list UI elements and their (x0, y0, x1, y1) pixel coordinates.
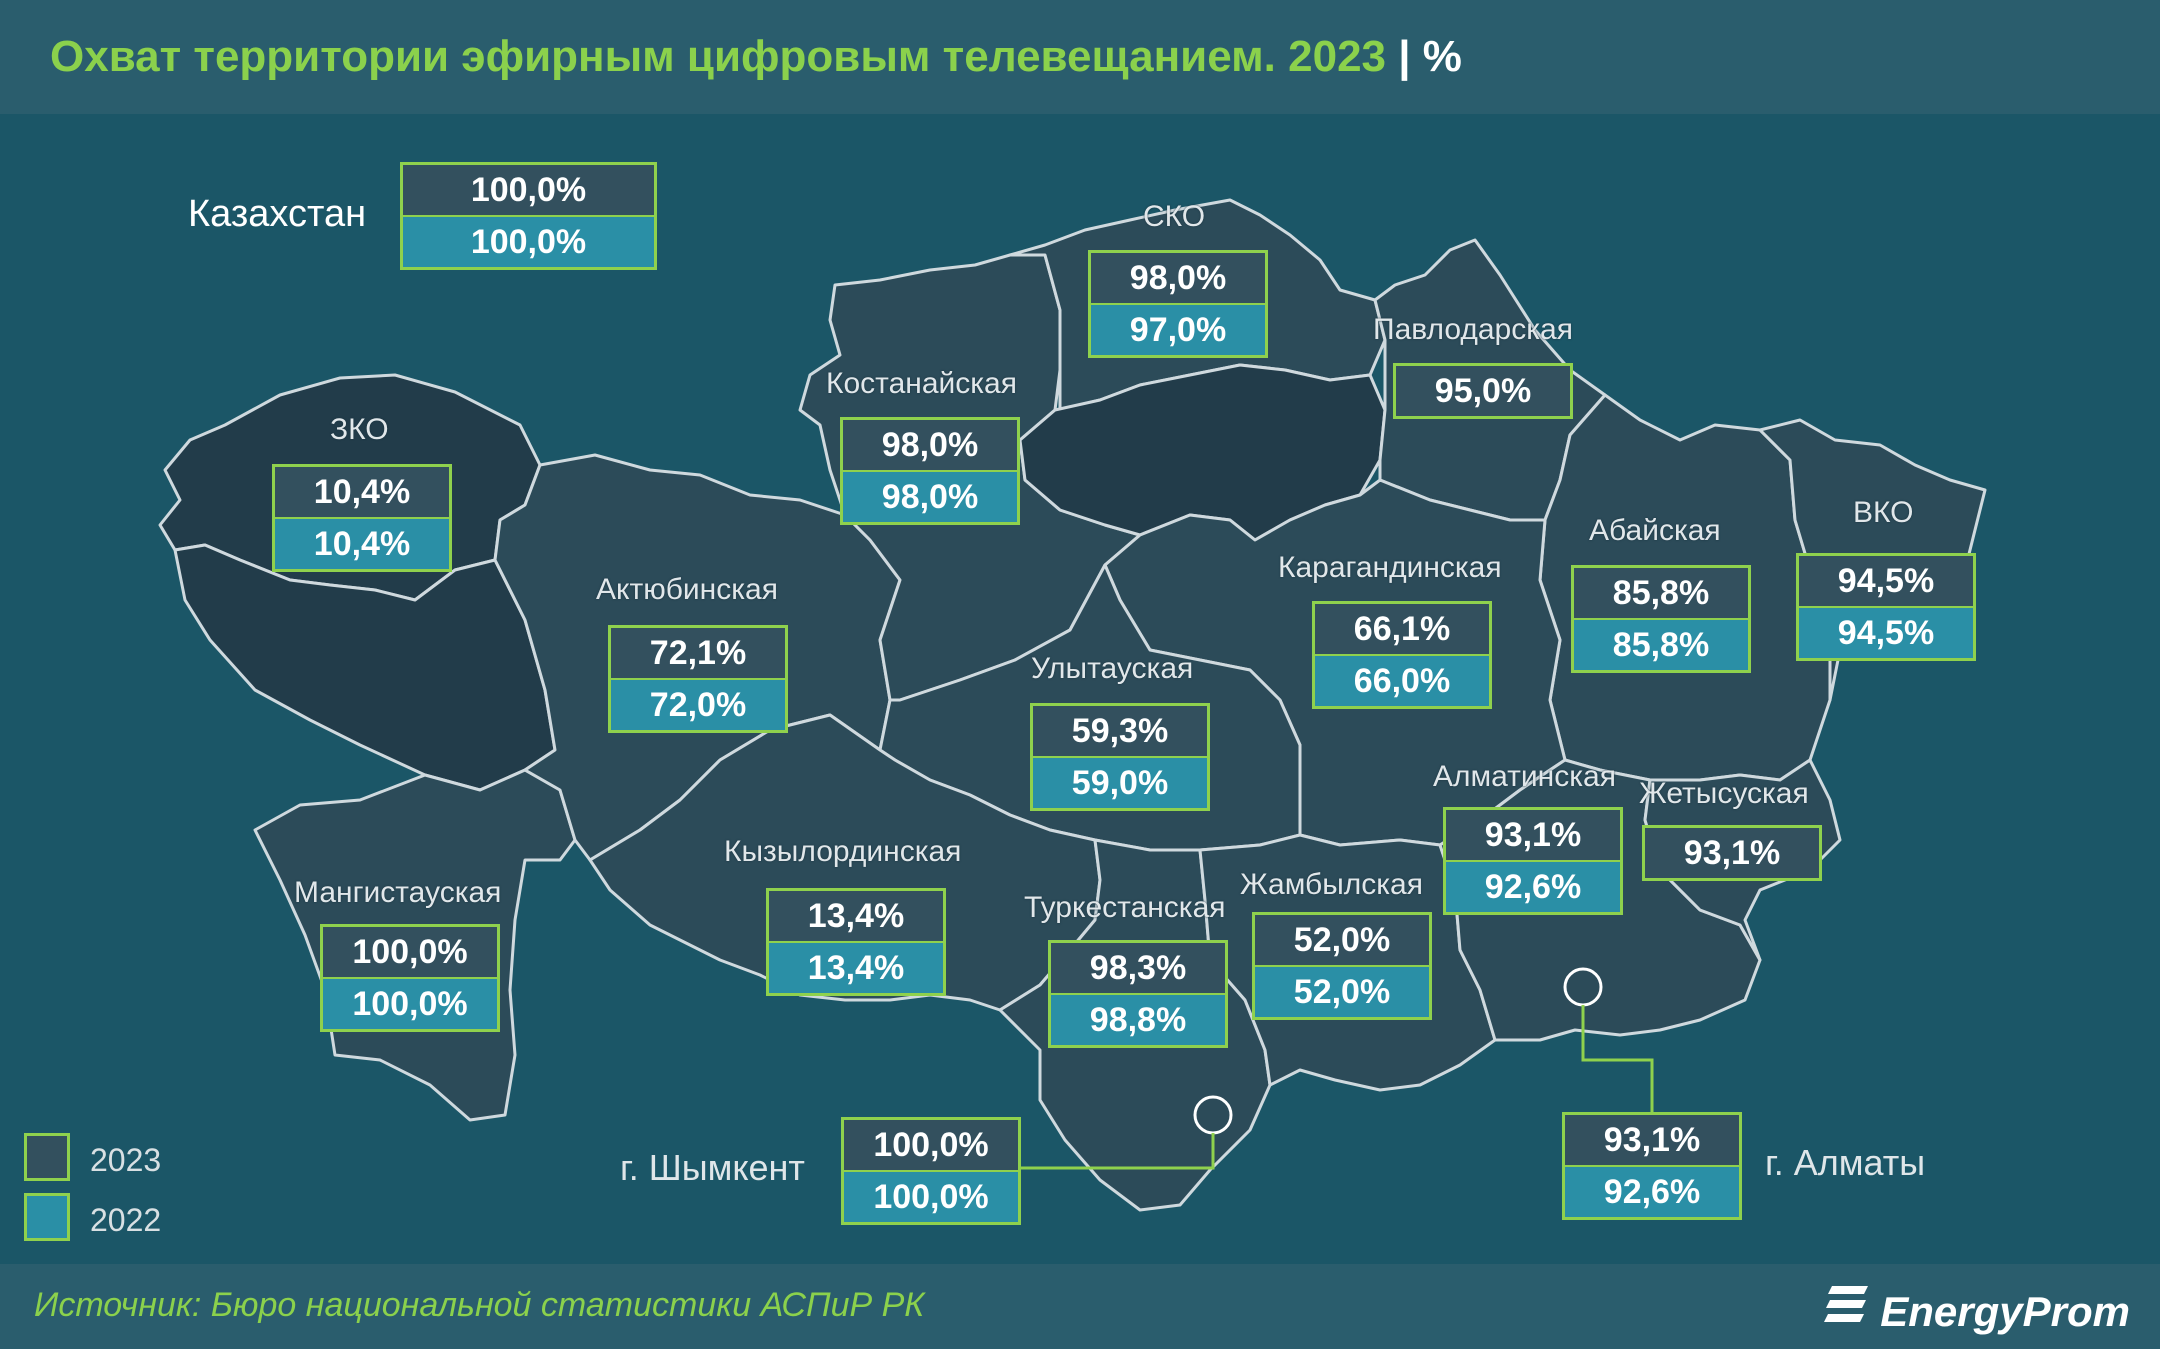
mangystau-value-2023: 100,0% (323, 927, 497, 977)
region-label-aktobe: Актюбинская (596, 573, 778, 606)
sko-value-2022: 97,0% (1091, 303, 1265, 355)
region-label-zhambyl: Жамбылская (1240, 868, 1423, 901)
region-label-kyzylorda: Кызылординская (724, 835, 962, 868)
sko-value-2023: 98,0% (1091, 253, 1265, 303)
pavlodar-value-box: 95,0% (1393, 363, 1573, 419)
kazakhstan-value-2023: 100,0% (403, 165, 654, 215)
aktobe-value-2023: 72,1% (611, 628, 785, 678)
turkestan-value-box: 98,3% 98,8% (1048, 940, 1228, 1048)
abai-value-2023: 85,8% (1574, 568, 1748, 618)
zhambyl-value-2022: 52,0% (1255, 965, 1429, 1017)
shymkent-leader (1020, 1133, 1215, 1170)
mangystau-value-box: 100,0% 100,0% (320, 924, 500, 1032)
legend-swatch-2023 (24, 1133, 70, 1181)
almaty-value-2022: 92,6% (1565, 1165, 1739, 1217)
almaty-reg-value-2023: 93,1% (1446, 810, 1620, 860)
abai-value-2022: 85,8% (1574, 618, 1748, 670)
vko-value-box: 94,5% 94,5% (1796, 553, 1976, 661)
kostanay-value-2022: 98,0% (843, 470, 1017, 522)
header-bar: Охват территории эфирным цифровым телеве… (0, 0, 2160, 114)
karaganda-value-box: 66,1% 66,0% (1312, 601, 1492, 709)
kyzylorda-value-box: 13,4% 13,4% (766, 888, 946, 996)
zhambyl-value-box: 52,0% 52,0% (1252, 912, 1432, 1020)
title-unit: | % (1386, 32, 1462, 81)
zhambyl-value-2023: 52,0% (1255, 915, 1429, 965)
city-label-shymkent: г. Шымкент (620, 1147, 805, 1188)
energyprom-logo-icon (1824, 1282, 1872, 1336)
legend-label-2022: 2022 (90, 1202, 162, 1238)
city-label-almaty: г. Алматы (1765, 1142, 1926, 1183)
region-label-vko: ВКО (1853, 496, 1914, 529)
shymkent-value-2022: 100,0% (844, 1170, 1018, 1222)
almaty-value-box: 93,1% 92,6% (1562, 1112, 1742, 1220)
energyprom-logo: EnergyProm (1824, 1282, 2130, 1336)
kostanay-value-box: 98,0% 98,0% (840, 417, 1020, 525)
almaty-leader (1581, 1005, 1654, 1114)
almaty-reg-value-2022: 92,6% (1446, 860, 1620, 912)
zko-value-box: 10,4% 10,4% (272, 464, 452, 572)
zko-value-2023: 10,4% (275, 467, 449, 517)
ulytau-value-2022: 59,0% (1033, 756, 1207, 808)
aktobe-value-box: 72,1% 72,0% (608, 625, 788, 733)
region-label-ulytau: Улытауская (1031, 652, 1194, 685)
map-area (0, 114, 2160, 1264)
region-label-turkestan: Туркестанская (1024, 891, 1226, 924)
sko-value-box: 98,0% 97,0% (1088, 250, 1268, 358)
region-shape-akmola (1018, 363, 1387, 542)
region-label-sko: СКО (1143, 200, 1206, 233)
chart-title: Охват территории эфирным цифровым телеве… (50, 32, 1462, 82)
ulytau-value-2023: 59,3% (1033, 706, 1207, 756)
vko-value-2023: 94,5% (1799, 556, 1973, 606)
zhetysu-value-2023: 93,1% (1645, 828, 1819, 878)
karaganda-value-2023: 66,1% (1315, 604, 1489, 654)
footer-bar: Источник: Бюро национальной статистики А… (0, 1264, 2160, 1349)
region-label-almaty-reg: Алматинская (1433, 760, 1616, 793)
region-label-abai: Абайская (1589, 514, 1721, 547)
shymkent-value-2023: 100,0% (844, 1120, 1018, 1170)
region-label-karaganda: Карагандинская (1278, 551, 1502, 584)
kyzylorda-value-2022: 13,4% (769, 941, 943, 993)
region-label-kostanay: Костанайская (826, 367, 1017, 400)
almaty-reg-value-box: 93,1% 92,6% (1443, 807, 1623, 915)
zhetysu-value-box: 93,1% (1642, 825, 1822, 881)
turkestan-value-2022: 98,8% (1051, 993, 1225, 1045)
energyprom-logo-text: EnergyProm (1880, 1288, 2130, 1335)
vko-value-2022: 94,5% (1799, 606, 1973, 658)
pavlodar-value-2023: 95,0% (1396, 366, 1570, 416)
region-label-pavlodar: Павлодарская (1373, 313, 1573, 346)
turkestan-value-2023: 98,3% (1051, 943, 1225, 993)
almaty-value-2023: 93,1% (1565, 1115, 1739, 1165)
aktobe-value-2022: 72,0% (611, 678, 785, 730)
abai-value-box: 85,8% 85,8% (1571, 565, 1751, 673)
legend-swatch-2022 (24, 1193, 70, 1241)
kazakhstan-value-2022: 100,0% (403, 215, 654, 267)
region-label-zko: ЗКО (330, 413, 389, 446)
title-text: Охват территории эфирным цифровым телеве… (50, 32, 1387, 81)
legend-label-2023: 2023 (90, 1142, 162, 1178)
region-label-mangystau: Мангистауская (294, 876, 502, 909)
kazakhstan-label: Казахстан (188, 193, 367, 235)
kyzylorda-value-2023: 13,4% (769, 891, 943, 941)
mangystau-value-2022: 100,0% (323, 977, 497, 1029)
kostanay-value-2023: 98,0% (843, 420, 1017, 470)
region-label-zhetysu: Жетысуская (1639, 777, 1809, 810)
kazakhstan-value-box: 100,0% 100,0% (400, 162, 657, 270)
shymkent-value-box: 100,0% 100,0% (841, 1117, 1021, 1225)
source-note: Источник: Бюро национальной статистики А… (34, 1286, 925, 1324)
karaganda-value-2022: 66,0% (1315, 654, 1489, 706)
kazakhstan-map (158, 198, 1987, 1212)
zko-value-2022: 10,4% (275, 517, 449, 569)
ulytau-value-box: 59,3% 59,0% (1030, 703, 1210, 811)
